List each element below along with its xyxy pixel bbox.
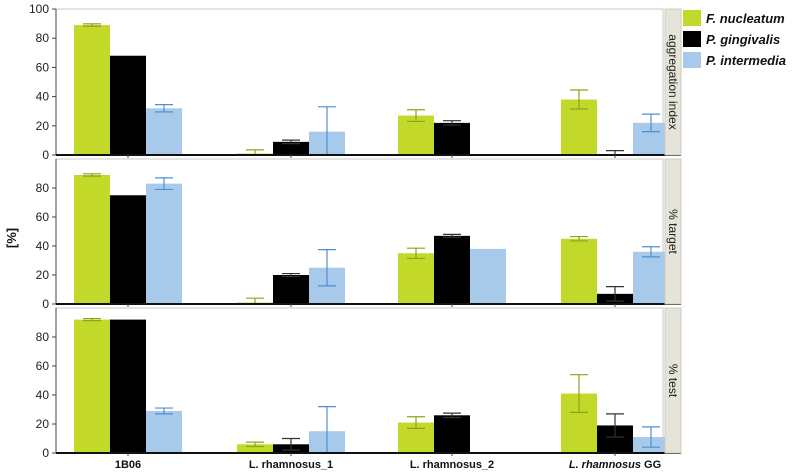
bar <box>110 319 146 453</box>
x-category-label: 1B06 <box>115 459 141 471</box>
bar <box>398 253 434 304</box>
y-tick-label: 80 <box>36 181 50 195</box>
legend: F. nucleatum P. gingivalis P. intermedia <box>683 10 786 68</box>
bar <box>110 55 146 155</box>
bar <box>470 248 506 304</box>
panel-2: 0 20 40 60 80 % target <box>36 158 682 311</box>
chart-panels: 0 20 40 60 80 100 aggregation index 0 20 40 60 80 % … <box>29 2 682 460</box>
bar <box>74 174 110 304</box>
facet-strip <box>664 8 682 156</box>
bar <box>74 319 110 453</box>
bar <box>237 444 273 453</box>
y-axis-label: [%] <box>4 228 19 248</box>
y-tick-label: 80 <box>36 31 50 45</box>
y-tick-label: 60 <box>36 359 50 373</box>
bar <box>434 415 470 453</box>
legend-swatch <box>683 10 701 26</box>
bar <box>146 108 182 155</box>
y-tick-label: 60 <box>36 210 50 224</box>
legend-swatch <box>683 31 701 47</box>
x-category-label: L. rhamnosus_2 <box>410 459 494 471</box>
bar <box>434 122 470 155</box>
bar <box>273 141 309 155</box>
y-tick-label: 20 <box>36 119 50 133</box>
y-tick-label: 100 <box>29 2 49 16</box>
bar <box>74 25 110 156</box>
legend-label: P. gingivalis <box>706 32 780 47</box>
bar <box>110 195 146 304</box>
legend-swatch <box>683 52 701 68</box>
x-axis-categories: 1B06 L. rhamnosus_1 L. rhamnosus_2 L. rhamn… <box>115 459 661 471</box>
y-tick-label: 0 <box>42 297 49 311</box>
legend-label: P. intermedia <box>706 53 786 68</box>
facet-strip <box>664 307 682 454</box>
panel-1: 0 20 40 60 80 100 aggregation index <box>29 2 682 162</box>
facet-strip-label: % target <box>666 209 680 254</box>
y-tick-label: 40 <box>36 239 50 253</box>
facet-strip-label: aggregation index <box>666 34 680 129</box>
y-tick-label: 0 <box>42 148 49 162</box>
bar <box>434 235 470 304</box>
legend-label: F. nucleatum <box>706 11 785 26</box>
y-tick-label: 60 <box>36 60 50 74</box>
facet-strip-label: % test <box>666 364 680 398</box>
y-tick-label: 40 <box>36 388 50 402</box>
facet-strip <box>664 158 682 305</box>
y-tick-label: 40 <box>36 90 50 104</box>
bar <box>273 275 309 304</box>
y-tick-label: 20 <box>36 417 50 431</box>
y-tick-label: 0 <box>42 446 49 460</box>
bar <box>146 410 182 453</box>
bar <box>146 183 182 304</box>
bar <box>398 115 434 155</box>
x-category-label: L. rhamnosus_1 <box>249 459 333 471</box>
x-category-label: L. rhamnosus GG <box>569 459 661 471</box>
y-tick-label: 80 <box>36 330 50 344</box>
y-tick-label: 20 <box>36 268 50 282</box>
bar <box>633 251 669 304</box>
bar <box>561 238 597 304</box>
panel-3: 0 20 40 60 80 % test <box>36 307 682 460</box>
